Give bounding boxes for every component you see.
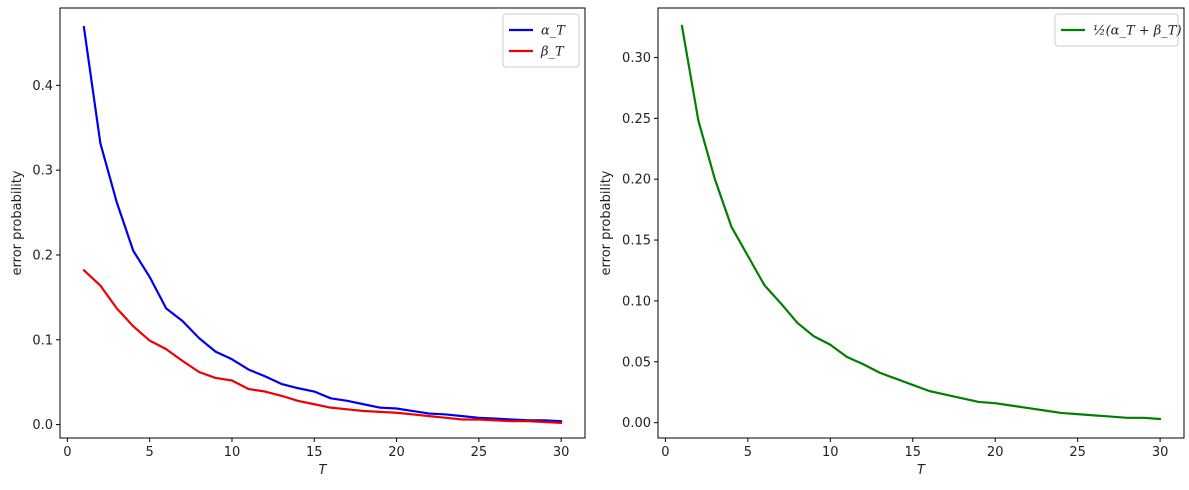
right-chart-x-tick-label: 5	[744, 445, 752, 460]
right-chart-x-tick-label: 20	[987, 445, 1004, 460]
right-chart-x-tick-label: 15	[904, 445, 921, 460]
left-chart-y-tick-label: 0.3	[32, 164, 53, 179]
right-chart-x-axis-label: T	[917, 463, 926, 478]
right-chart-legend: ½(α_T + β_T)	[1054, 13, 1182, 47]
left-chart-x-axis-label: T	[319, 463, 328, 478]
left-chart-frame	[59, 7, 586, 439]
left-chart-x-tick-label: 5	[146, 445, 154, 460]
right-chart-legend-label-0: ½(α_T + β_T)	[1093, 24, 1182, 39]
left-chart-x-tick-label: 20	[388, 445, 405, 460]
right-chart-y-tick-label: 0.00	[622, 416, 651, 431]
right-chart-y-tick-label: 0.15	[622, 234, 651, 249]
right-chart-y-tick-label: 0.10	[622, 294, 651, 309]
left-chart-x-tick-label: 30	[553, 445, 570, 460]
left-chart-legend-label-1: β_T	[540, 45, 565, 60]
left-chart-legend: α_T β_T	[502, 13, 580, 68]
right-chart-series-line-0	[680, 24, 1162, 421]
left-chart-y-tick-label: 0.0	[32, 418, 53, 433]
right-chart-y-axis-label: error probability	[599, 170, 614, 275]
right-chart-x-tick-label: 30	[1152, 445, 1169, 460]
left-chart-x-tick-label: 0	[63, 445, 71, 460]
left-chart-y-tick-label: 0.2	[32, 248, 53, 263]
right-chart-x-tick-label: 25	[1069, 445, 1086, 460]
left-chart-y-axis-label: error probability	[10, 170, 25, 275]
left-chart-lines	[82, 25, 563, 424]
left-chart-series-line-0	[82, 25, 563, 423]
right-chart-x-tick-label: 0	[661, 445, 669, 460]
right-chart-y-tick-label: 0.20	[622, 173, 651, 188]
left-chart-panel: 0 5 10 15 20 25 30 0.0 0.1 0.2 0.3 0.4 T error prob…	[10, 7, 586, 478]
left-chart-x-tick-label: 10	[224, 445, 241, 460]
right-chart-legend-box	[1054, 13, 1179, 47]
left-chart-y-tick-label: 0.4	[32, 79, 53, 94]
left-chart-x-tick-label: 15	[306, 445, 323, 460]
left-chart-x-tick-label: 25	[471, 445, 488, 460]
right-chart-y-tick-label: 0.05	[622, 355, 651, 370]
right-chart-x-tick-label: 10	[822, 445, 839, 460]
left-chart-series-line-1	[82, 269, 563, 424]
right-chart-panel: 0 5 10 15 20 25 30 0.00 0.05 0.10 0.15 0.20 0.25 0.30…	[599, 7, 1185, 478]
right-chart-lines	[680, 24, 1162, 421]
left-chart-ticks: 0 5 10 15 20 25 30 0.0 0.1 0.2 0.3 0.4	[32, 79, 569, 460]
right-chart-ticks: 0 5 10 15 20 25 30 0.00 0.05 0.10 0.15 0.20 0.25 0.30	[622, 51, 1168, 460]
left-chart-y-tick-label: 0.1	[32, 333, 53, 348]
left-chart-legend-box	[502, 13, 580, 68]
left-chart-legend-label-0: α_T	[541, 24, 566, 39]
right-chart-y-tick-label: 0.30	[622, 51, 651, 66]
right-chart-y-tick-label: 0.25	[622, 112, 651, 127]
right-chart-frame	[657, 7, 1185, 439]
